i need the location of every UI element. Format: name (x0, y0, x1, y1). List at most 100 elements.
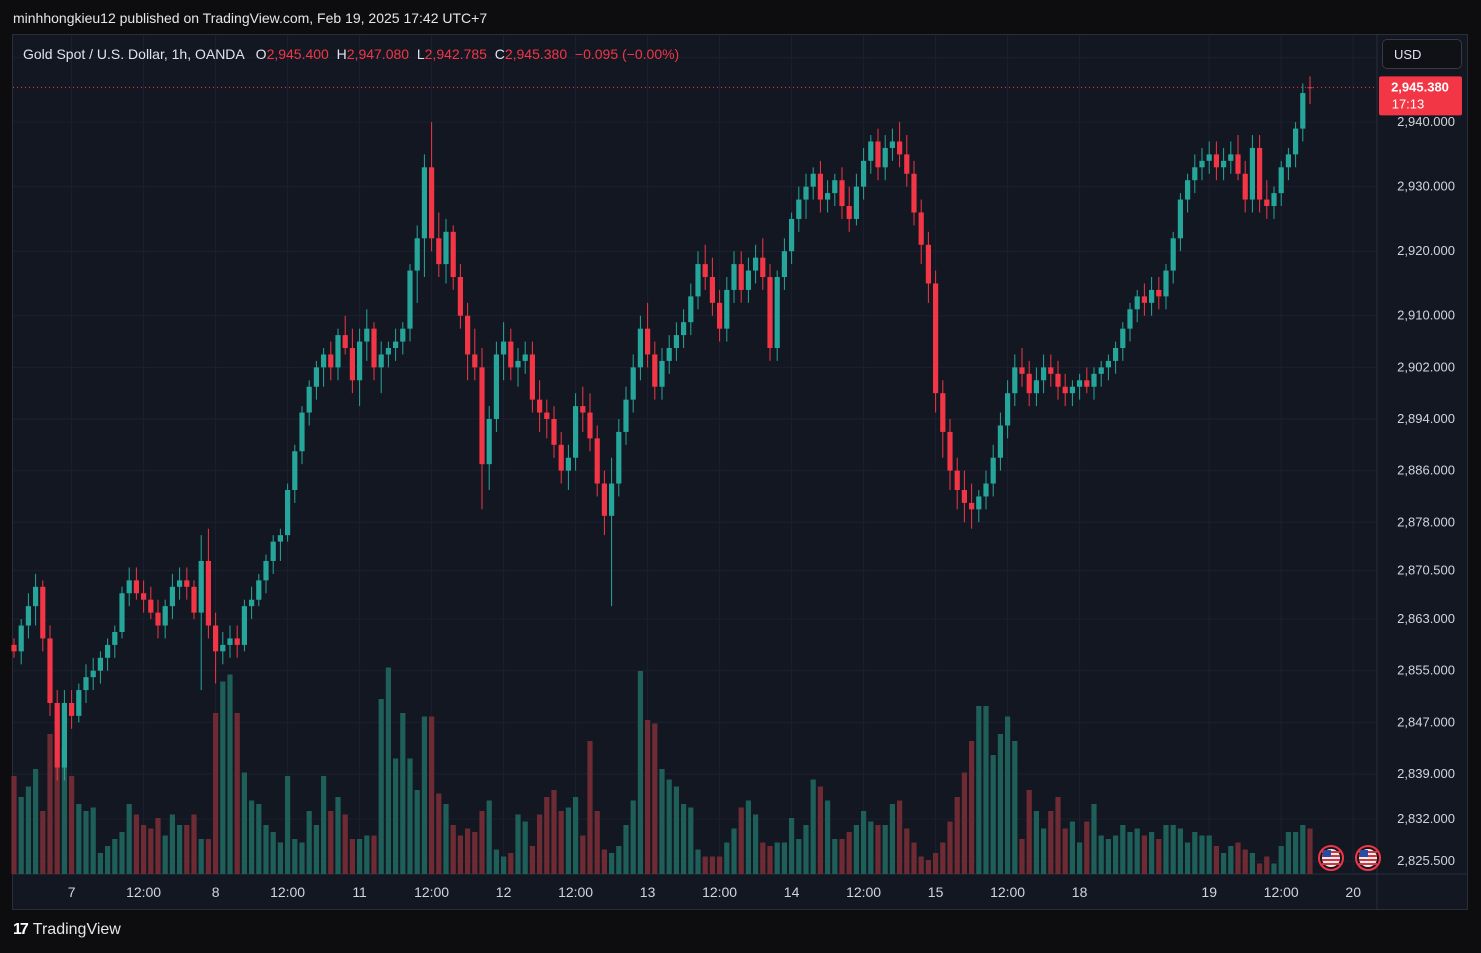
candle (709, 257, 715, 316)
volume-bar (277, 842, 283, 874)
candle (1062, 373, 1068, 407)
volume-bar (407, 758, 413, 874)
candle-body (969, 502, 975, 510)
candle-body (285, 489, 291, 536)
candle (853, 173, 859, 226)
candle (1069, 380, 1075, 407)
candle-body (1012, 367, 1018, 394)
candle-body (249, 599, 255, 607)
candle (184, 567, 190, 600)
candle-body (1156, 289, 1162, 297)
candle (162, 599, 168, 639)
published-info: minhhongkieu12 published on TradingView.… (13, 10, 488, 26)
tradingview-brand[interactable]: TradingView (32, 921, 121, 938)
candle-body (753, 257, 759, 271)
candle-body (609, 483, 615, 516)
chart-frame[interactable] (12, 34, 1468, 910)
candle-body (897, 141, 903, 155)
us-flag-icon[interactable] (1355, 845, 1381, 871)
candle (191, 580, 197, 620)
x-tick-label: 14 (784, 884, 800, 900)
candle-body (133, 580, 139, 594)
candle (97, 651, 103, 684)
volume-bar (414, 790, 420, 874)
volume-bar (1242, 849, 1248, 874)
volume-bar (472, 832, 478, 874)
candle (249, 586, 255, 620)
candle-body (198, 560, 204, 613)
event-flags (1318, 845, 1381, 871)
volume-bar (1235, 842, 1241, 874)
candle (573, 393, 579, 471)
volume-bar (522, 821, 528, 874)
volume-bar (1307, 828, 1313, 874)
candle (1206, 141, 1212, 174)
high-value: 2,947.080 (346, 46, 410, 62)
volume-bar (1221, 853, 1227, 874)
footer-brand[interactable]: 17 TradingView (13, 921, 121, 939)
volume-bar (227, 674, 233, 874)
candle (436, 212, 442, 278)
candle-body (933, 283, 939, 394)
close-value: 2,945.380 (504, 46, 568, 62)
candle (529, 341, 535, 413)
candle (1098, 360, 1104, 387)
candle (623, 386, 629, 445)
candle-body (493, 354, 499, 420)
volume-bar (846, 832, 852, 874)
candle-body (33, 586, 39, 607)
candle (429, 122, 435, 252)
y-tick-label: 2,839.000 (1397, 766, 1455, 781)
volume-bar (717, 856, 723, 874)
candle (1242, 160, 1248, 213)
candle-body (976, 496, 982, 510)
candle-body (443, 231, 449, 265)
candle-body (1105, 360, 1111, 368)
volume-bar (961, 772, 967, 874)
last-price-marker: 2,945.380 17:13 (13, 76, 1462, 116)
volume-bar (681, 804, 687, 874)
volume-bar (493, 849, 499, 874)
candle-body (760, 257, 766, 278)
x-tick-label: 12:00 (126, 884, 161, 900)
candle-body (1206, 154, 1212, 161)
volume-bar (954, 797, 960, 874)
candle-body (817, 173, 823, 200)
candle-body (666, 348, 672, 361)
volume-bar (1120, 825, 1126, 874)
volume-bar (155, 818, 161, 874)
candle (717, 289, 723, 342)
volume-bar (918, 856, 924, 874)
candle (378, 341, 384, 394)
currency-button[interactable]: USD (1382, 39, 1462, 69)
volume-bar (997, 734, 1003, 874)
candle (537, 380, 543, 432)
candle-body (1293, 128, 1299, 155)
candle-body (1048, 367, 1054, 374)
candle (947, 419, 953, 490)
volume-bar (1149, 832, 1155, 874)
candle-body (702, 264, 708, 278)
candle-body (1228, 154, 1234, 161)
candle (256, 573, 262, 607)
candle (1105, 354, 1111, 381)
candle (1228, 141, 1234, 174)
volume-bar (25, 786, 31, 874)
symbol-legend[interactable]: Gold Spot / U.S. Dollar, 1h, OANDA O2,94… (23, 46, 679, 62)
volume-bar (810, 779, 816, 874)
candle-body (54, 702, 60, 768)
candle-body (191, 586, 197, 613)
us-flag-icon[interactable] (1318, 845, 1344, 871)
symbol-title[interactable]: Gold Spot / U.S. Dollar, 1h, OANDA (23, 46, 244, 62)
candle (522, 341, 528, 374)
candle-body (162, 606, 168, 626)
candle (760, 238, 766, 290)
x-tick-label: 7 (68, 884, 76, 900)
volume-bar (450, 825, 456, 874)
volume-bar (587, 741, 593, 874)
candle (1134, 289, 1140, 323)
candle-body (1264, 199, 1270, 207)
volume-bar (1278, 846, 1284, 874)
last-price-label: 2,945.380 (1391, 79, 1449, 94)
